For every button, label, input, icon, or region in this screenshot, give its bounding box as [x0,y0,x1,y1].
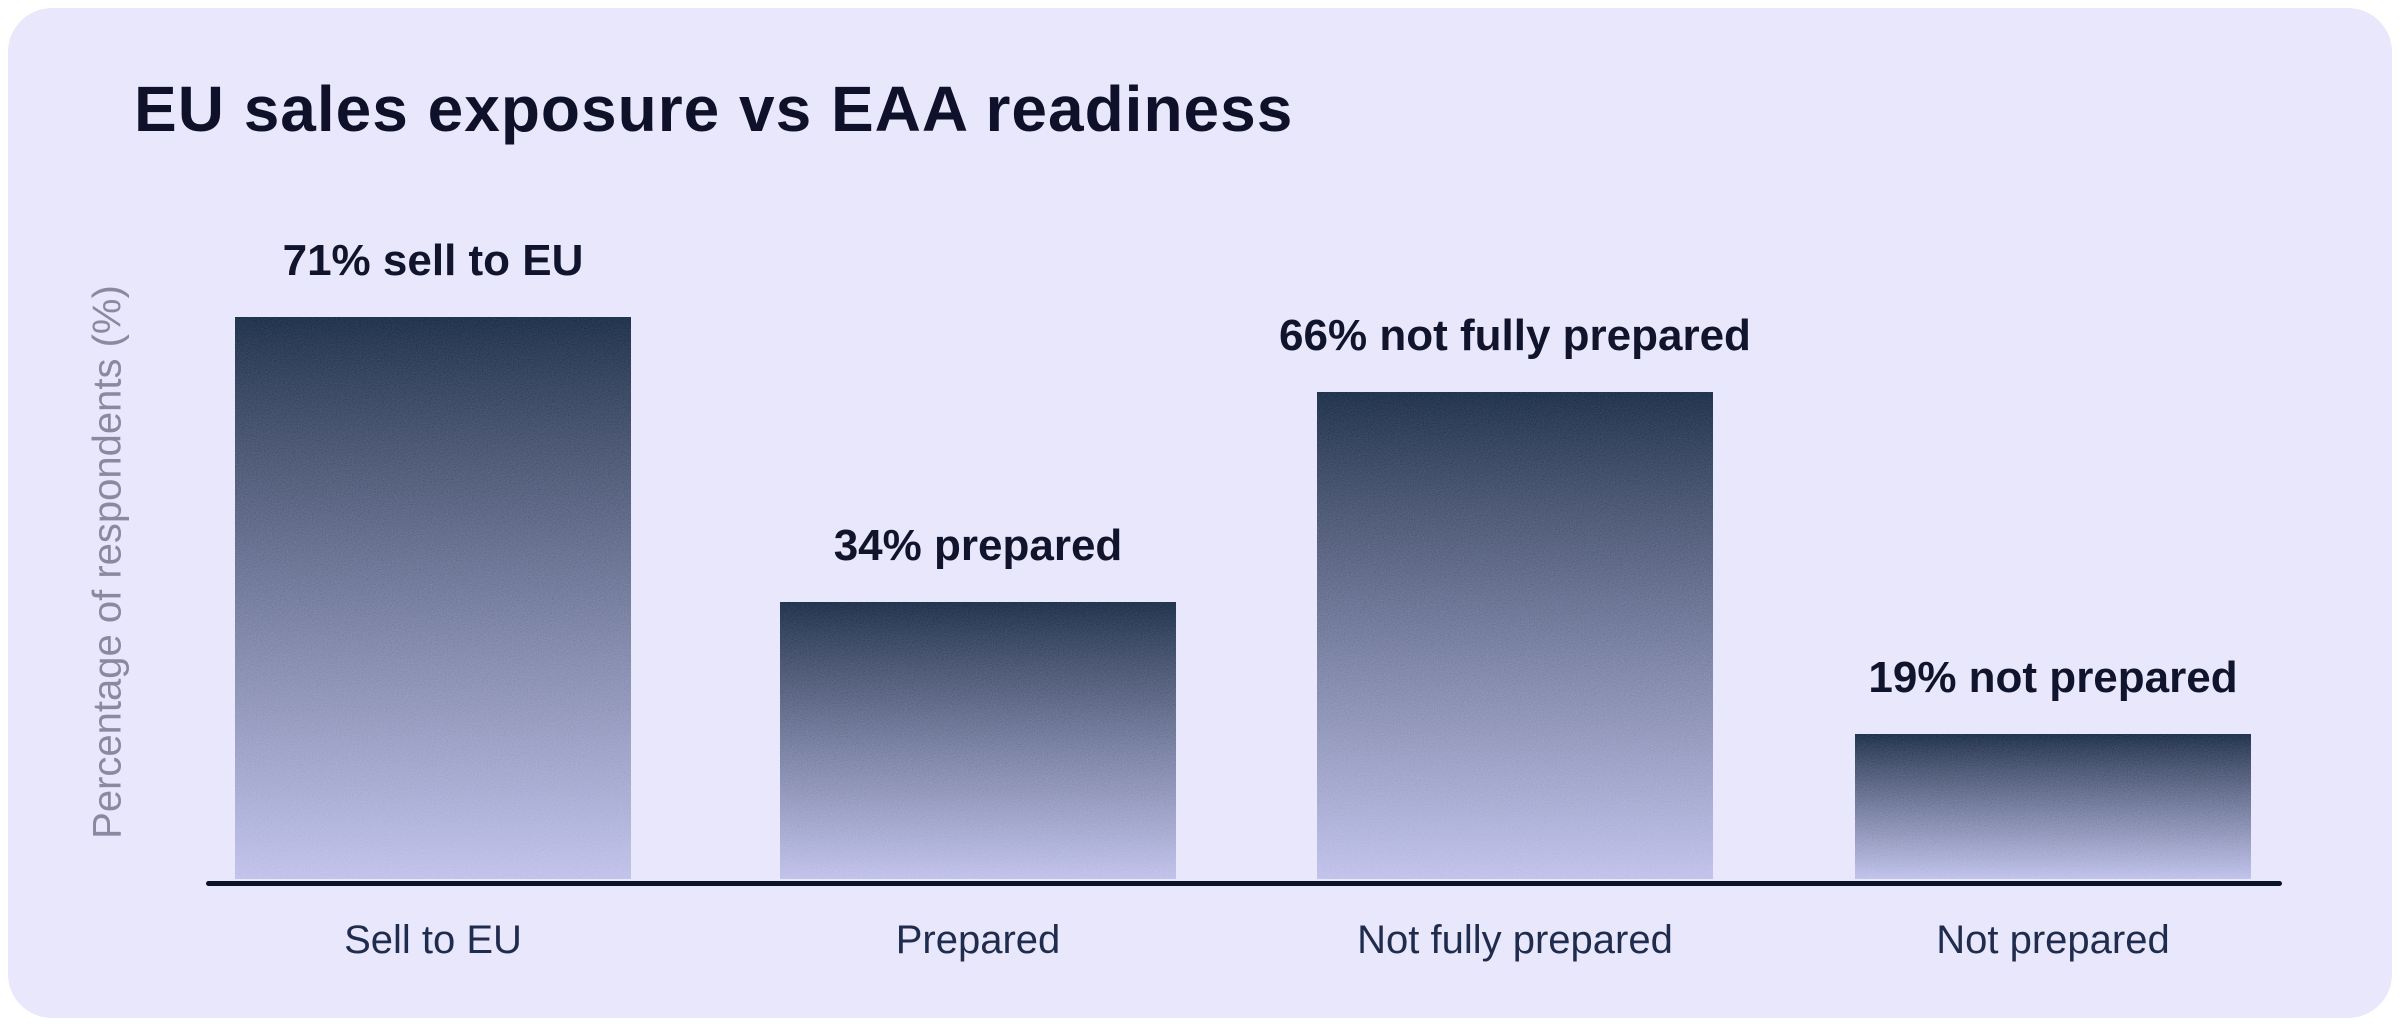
bar-not-fully-prepared [1317,392,1713,879]
bar-column-not-fully-prepared: 66% not fully prepared Not fully prepare… [1279,8,1751,1018]
category-label: Prepared [895,918,1061,962]
bar-column-prepared: 34% prepared Prepared [780,8,1176,1018]
chart-card: EU sales exposure vs EAA readiness Perce… [8,8,2392,1018]
category-label: Sell to EU [344,918,522,962]
grain-texture [1317,392,1713,879]
bar-not-prepared [1855,734,2251,879]
bar-value-label: 66% not fully prepared [1279,311,1751,361]
bar-value-label: 71% sell to EU [282,236,584,286]
bar-sell-to-eu [235,317,631,879]
category-label: Not fully prepared [1357,918,1673,962]
bar-value-label: 19% not prepared [1868,653,2238,703]
grain-texture [235,317,631,879]
grain-texture [780,602,1176,879]
x-axis-line [206,881,2282,886]
bar-prepared [780,602,1176,879]
grain-texture [1855,734,2251,879]
category-label: Not prepared [1936,918,2170,962]
bar-chart: EU sales exposure vs EAA readiness Perce… [8,8,2392,1018]
y-axis-label: Percentage of respondents (%) [85,285,130,839]
bar-column-not-prepared: 19% not prepared Not prepared [1855,8,2251,1018]
bar-column-sell-to-eu: 71% sell to EU Sell to EU [235,8,631,1018]
bar-value-label: 34% prepared [833,521,1123,571]
chart-title: EU sales exposure vs EAA readiness [134,73,1294,145]
